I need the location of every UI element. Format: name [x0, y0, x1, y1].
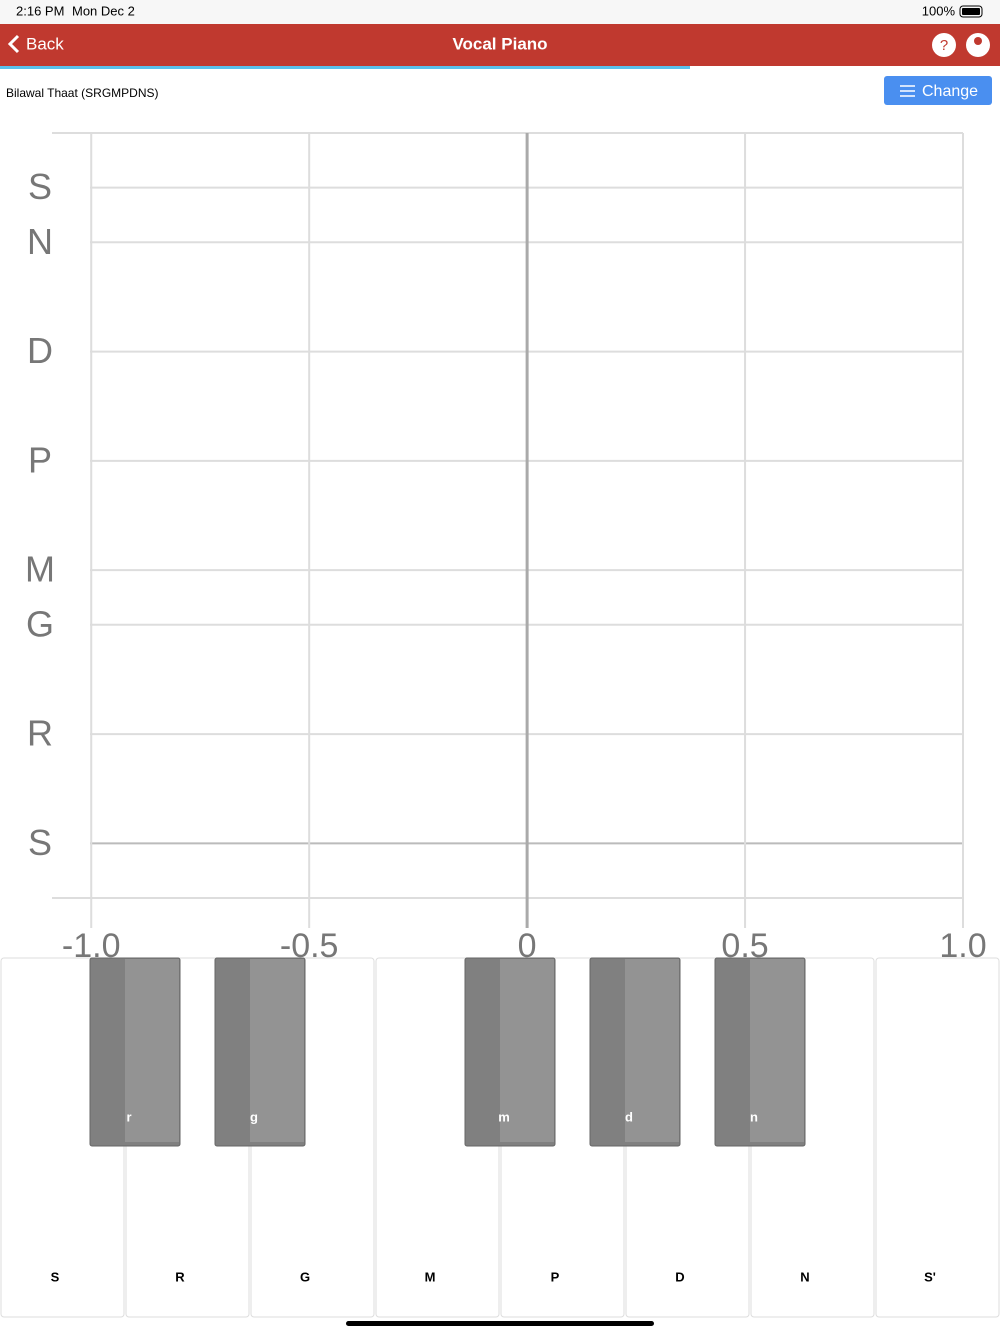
- back-chevron[interactable]: [7, 34, 20, 54]
- white-key[interactable]: [875, 957, 1000, 1318]
- white-key-label: N: [800, 1269, 809, 1284]
- progress-bar: [0, 66, 690, 69]
- black-key-highlight: [500, 959, 554, 1142]
- x-tick-label: 0: [518, 927, 537, 965]
- black-key-label: r: [126, 1109, 131, 1124]
- y-tick-label: S: [28, 166, 52, 207]
- white-key-label: S: [51, 1269, 60, 1284]
- black-key-label: d: [625, 1109, 633, 1124]
- help-glyph: ?: [940, 37, 948, 54]
- nav-title: Vocal Piano: [452, 34, 547, 53]
- change-label[interactable]: Change: [922, 83, 978, 100]
- y-tick-label: M: [25, 549, 55, 590]
- profile-glyph: [974, 37, 982, 45]
- menu-glyph: [900, 85, 915, 97]
- y-tick-label: S: [28, 822, 52, 863]
- battery-fill: [962, 8, 980, 15]
- y-tick-label: G: [26, 603, 54, 644]
- black-key-highlight: [750, 959, 804, 1142]
- status-time: 2:16 PM: [16, 3, 64, 18]
- white-key-label: S': [924, 1269, 936, 1284]
- black-key-label: n: [750, 1109, 758, 1124]
- black-key-highlight: [250, 959, 304, 1142]
- black-key-label: m: [498, 1109, 510, 1124]
- status-date: Mon Dec 2: [72, 3, 135, 18]
- home-indicator: [346, 1321, 654, 1326]
- black-key-highlight: [625, 959, 679, 1142]
- change-button[interactable]: [884, 76, 992, 105]
- y-tick-label: N: [27, 221, 53, 262]
- y-tick-label: R: [27, 713, 53, 754]
- white-key-label: M: [425, 1269, 436, 1284]
- thaat-label: Bilawal Thaat (SRGMPDNS): [6, 86, 158, 100]
- y-tick-label: P: [28, 439, 52, 480]
- status-bar: [0, 0, 1000, 24]
- status-battery: 100%: [922, 3, 956, 18]
- piano: S R G M P D N S' r g m d n: [0, 957, 1000, 1318]
- grid: SRGMPDNS-1.0 -0.5 0 0.5 1.0: [25, 133, 987, 965]
- white-key-label: D: [675, 1269, 684, 1284]
- white-key-label: R: [175, 1269, 185, 1284]
- y-tick-label: D: [27, 330, 53, 371]
- back-button[interactable]: Back: [26, 34, 64, 53]
- white-key-label: P: [551, 1269, 560, 1284]
- black-key-label: g: [250, 1109, 258, 1124]
- nav-bar: [0, 24, 1000, 66]
- black-key-highlight: [125, 959, 179, 1142]
- white-key-label: G: [300, 1269, 310, 1284]
- help-icon[interactable]: [932, 33, 956, 57]
- battery-icon: [959, 5, 983, 18]
